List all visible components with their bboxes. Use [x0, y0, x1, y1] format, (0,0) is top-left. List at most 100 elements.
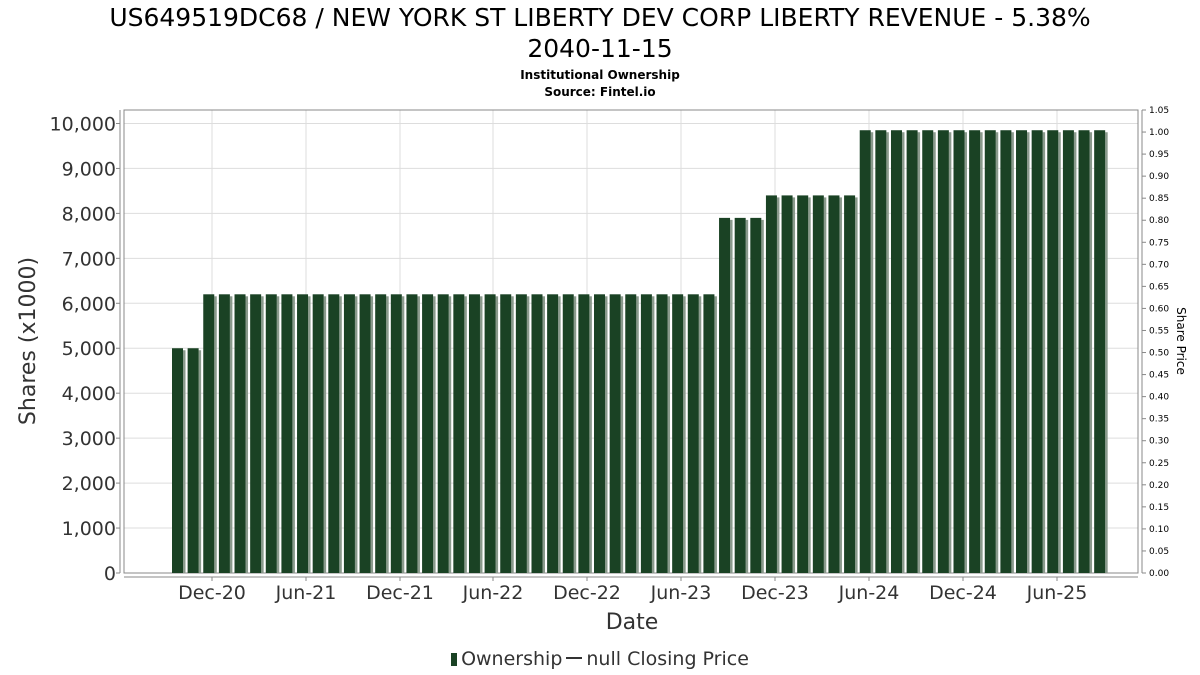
x-tick-label: Jun-22: [462, 582, 524, 604]
bar: [625, 294, 637, 573]
bar-shadow: [198, 350, 202, 573]
bar-shadow: [401, 296, 405, 573]
bar: [953, 130, 965, 573]
bar: [297, 294, 309, 573]
bar-shadow: [745, 219, 749, 574]
bar: [250, 294, 262, 573]
bar: [468, 294, 480, 573]
y2-tick-label: 0.50: [1149, 349, 1169, 359]
bar-shadow: [714, 296, 717, 573]
bar-shadow: [792, 197, 796, 573]
y2-tick-label: 0.40: [1149, 393, 1169, 403]
bar: [343, 294, 355, 573]
bar: [594, 294, 606, 573]
bar-shadow: [245, 296, 249, 573]
bar: [390, 294, 402, 573]
bar-shadow: [511, 296, 514, 573]
chart-source: Source: Fintel.io: [544, 85, 656, 99]
y2-tick-label: 0.35: [1149, 415, 1169, 425]
bar: [765, 195, 777, 573]
bar-shadow: [761, 219, 764, 574]
bar: [515, 294, 527, 573]
bar-shadow: [620, 296, 624, 573]
bar: [984, 130, 996, 573]
y2-tick-label: 0.55: [1149, 326, 1169, 336]
x-tick-label: Jun-23: [650, 582, 712, 604]
bar-shadow: [886, 132, 889, 573]
legend: Ownership null Closing Price: [0, 648, 1200, 670]
y2-tick-label: 0.05: [1149, 547, 1169, 557]
x-tick-label: Dec-23: [741, 582, 809, 604]
y-tick-label: 1,000: [62, 518, 116, 540]
y-tick-label: 4,000: [62, 383, 116, 405]
bar-shadow: [1105, 132, 1108, 573]
chart-subtitle: Institutional Ownership: [520, 68, 680, 82]
bar: [453, 294, 465, 573]
bar: [1094, 130, 1106, 573]
y2-tick-label: 0.95: [1149, 150, 1169, 160]
y2-tick-label: 0.90: [1149, 172, 1169, 182]
bar: [359, 294, 371, 573]
bar-shadow: [651, 296, 655, 573]
bar-shadow: [308, 296, 311, 573]
bar: [484, 294, 496, 573]
bar-shadow: [1011, 132, 1014, 573]
bar-shadow: [526, 296, 530, 573]
bar: [281, 294, 293, 573]
bar: [1062, 130, 1074, 573]
bar: [922, 130, 934, 573]
bar: [203, 294, 215, 573]
bar: [1016, 130, 1028, 573]
bar-shadow: [370, 296, 374, 573]
bar: [265, 294, 277, 573]
bar: [562, 294, 574, 573]
bar-shadow: [323, 296, 327, 573]
bar: [672, 294, 684, 573]
y-tick-label: 0: [104, 563, 116, 585]
x-tick-label: Dec-24: [929, 582, 997, 604]
bar: [875, 130, 887, 573]
bar: [703, 294, 715, 573]
bar-shadow: [698, 296, 702, 573]
x-tick-label: Dec-20: [178, 582, 246, 604]
y2-tick-label: 0.80: [1149, 216, 1169, 226]
bar-shadow: [839, 197, 842, 573]
bar: [828, 195, 840, 573]
legend-price-label: null Closing Price: [586, 648, 749, 670]
bar: [578, 294, 590, 573]
bar: [640, 294, 652, 573]
y-tick-label: 10,000: [50, 113, 116, 135]
bar: [406, 294, 418, 573]
y-tick-label: 2,000: [62, 473, 116, 495]
bar: [172, 348, 183, 573]
chart-title: US649519DC68 / NEW YORK ST LIBERTY DEV C…: [0, 2, 1200, 64]
bar-shadow: [1058, 132, 1061, 573]
bar-shadow: [948, 132, 952, 573]
y2-tick-label: 0.15: [1149, 503, 1169, 513]
bar: [187, 348, 199, 573]
bar-shadow: [855, 197, 858, 573]
bar-shadow: [261, 296, 264, 573]
bar: [437, 294, 449, 573]
bar: [734, 217, 746, 574]
bar-shadow: [417, 296, 420, 573]
bar: [890, 130, 902, 573]
bar-shadow: [214, 296, 217, 573]
bar-shadow: [823, 197, 827, 573]
x-tick-label: Dec-21: [366, 582, 434, 604]
bar: [656, 294, 668, 573]
bar-shadow: [229, 296, 233, 573]
bar-shadow: [808, 197, 811, 573]
bar-shadow: [917, 132, 921, 573]
bar: [312, 294, 324, 573]
bar-shadow: [1089, 132, 1093, 573]
bar-shadow: [433, 296, 436, 573]
y2-tick-label: 0.20: [1149, 481, 1169, 491]
y2-tick-label: 1.00: [1149, 128, 1169, 138]
chart-title-line2: 2040-11-15: [527, 34, 673, 63]
y2-axis-title: Share Price: [1174, 307, 1188, 375]
bar: [500, 294, 512, 573]
x-tick-label: Jun-25: [1026, 582, 1088, 604]
bar-shadow: [667, 296, 671, 573]
bar: [422, 294, 434, 573]
